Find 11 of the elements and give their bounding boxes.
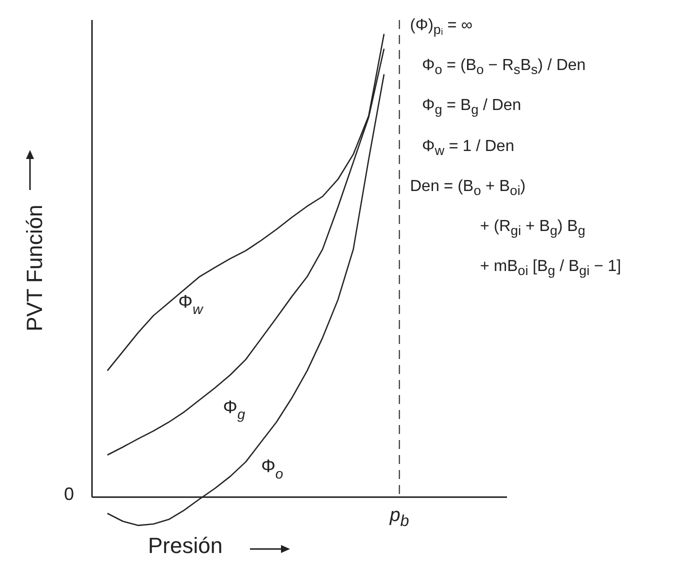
annotation: + mB$_{oi}$ [B$_{g}$ / B$_{gi}$ − 1] [479,257,622,280]
text: 0 [64,484,74,505]
annotation: p$_{b}$ [388,505,410,532]
annotation: (Φ)$_{pᵢ}$ = ∞ [410,16,474,40]
x-axis-title: Presión [148,533,223,559]
annotation: Φ$_{g}$ = B$_{g}$ / Den [421,96,522,120]
annotation: Φ$_{w}$ = 1 / Den [421,136,516,160]
annotation: + (R$_{gi}$ + B$_{g}$) B$_{g}$ [479,216,586,240]
annotation: Den = (B$_{o}$ + B$_{oi}$) [410,176,527,200]
y-axis-title: PVT Función [22,204,48,334]
text: Φ$_{o}$ = (B$_{o}$ − R$_{s}$B$_{s}$) / Den [422,57,586,78]
